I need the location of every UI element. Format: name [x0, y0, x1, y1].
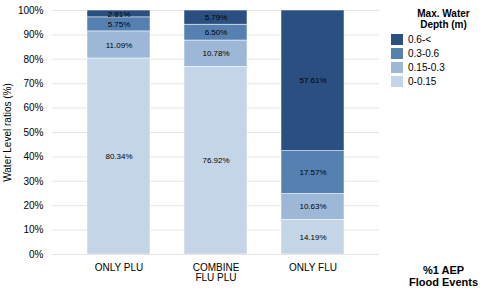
html-text:0.3-0.6: 0.3-0.6 — [408, 48, 440, 59]
svg-text:30%: 30% — [23, 176, 43, 187]
html-text:0.15-0.3: 0.15-0.3 — [408, 62, 445, 73]
svg-text:2.81%: 2.81% — [108, 10, 131, 19]
html-text:0-0.15: 0-0.15 — [408, 76, 437, 87]
svg-text:76.92%: 76.92% — [202, 156, 229, 165]
svg-text:ONLY PLU: ONLY PLU — [95, 262, 144, 273]
svg-text:100%: 100% — [18, 5, 44, 16]
svg-text:70%: 70% — [23, 78, 43, 89]
html-text:0.6-<: 0.6-< — [408, 34, 432, 45]
svg-text:6.50%: 6.50% — [205, 28, 228, 37]
svg-text:5.75%: 5.75% — [108, 20, 131, 29]
svg-text:20%: 20% — [23, 200, 43, 211]
svg-text:90%: 90% — [23, 29, 43, 40]
html-text:Max. Water Depth (m): Max. Water Depth (m) — [417, 8, 470, 30]
svg-text:5.79%: 5.79% — [205, 13, 228, 22]
svg-text:10%: 10% — [23, 224, 43, 235]
svg-text:11.09%: 11.09% — [106, 41, 133, 50]
svg-text:14.19%: 14.19% — [299, 233, 326, 242]
svg-text:10.78%: 10.78% — [202, 49, 229, 58]
svg-text:80.34%: 80.34% — [105, 152, 132, 161]
svg-text:17.57%: 17.57% — [299, 168, 326, 177]
svg-text:60%: 60% — [23, 102, 43, 113]
svg-text:50%: 50% — [23, 127, 43, 138]
svg-text:57.61%: 57.61% — [299, 76, 326, 85]
svg-text:40%: 40% — [23, 151, 43, 162]
svg-text:Water Level ratios (%): Water Level ratios (%) — [2, 83, 13, 182]
svg-text:10.63%: 10.63% — [299, 202, 326, 211]
svg-text:80%: 80% — [23, 54, 43, 65]
svg-text:COMBINEFLU PLU: COMBINEFLU PLU — [193, 262, 240, 283]
svg-text:ONLY FLU: ONLY FLU — [289, 262, 337, 273]
html-text:%1 AEP Flood Events: %1 AEP Flood Events — [409, 264, 478, 288]
svg-text:0%: 0% — [29, 249, 44, 260]
